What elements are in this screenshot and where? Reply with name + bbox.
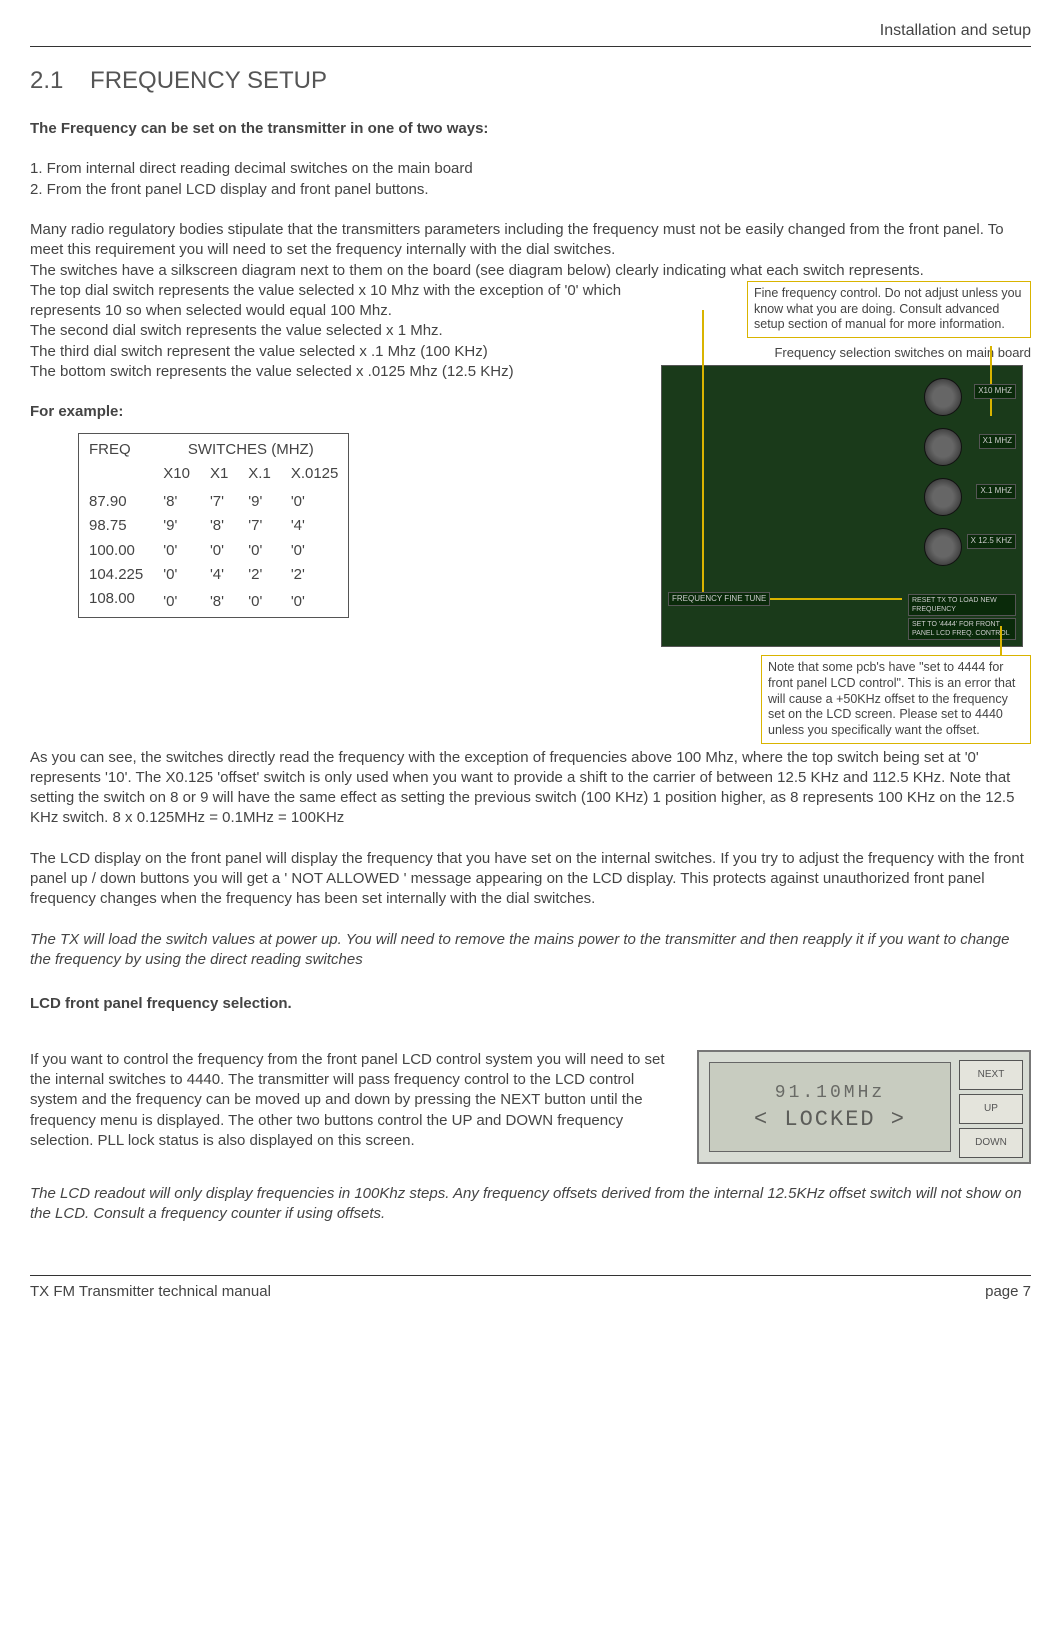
table-row: 87.90'8''7''9''0' [79,490,349,514]
lcd-screen: 91.10MHz < LOCKED > [709,1062,951,1152]
body2-note1: The TX will load the switch values at po… [30,930,1031,971]
intro-lead: The Frequency can be set on the transmit… [30,119,1031,139]
lcd-line2: < LOCKED > [710,1105,950,1135]
intro-item-1: 1. From internal direct reading decimal … [30,159,1031,179]
table-row: 104.225'0''4''2''2' [79,563,349,587]
cell: '0' [153,587,200,618]
callout-4444-error: Note that some pcb's have "set to 4444 f… [761,655,1031,743]
th-freq: FREQ [79,433,154,462]
lcd-line1: 91.10MHz [710,1081,950,1105]
sub-x01: X.1 [238,462,281,490]
cell-freq: 100.00 [79,539,154,563]
lcd-next-button[interactable]: NEXT [959,1060,1023,1090]
cell: '8' [200,587,238,618]
cell: '2' [238,563,281,587]
section-text: FREQUENCY SETUP [90,67,327,94]
cell-freq: 104.225 [79,563,154,587]
cell: '0' [281,587,349,618]
cell: '4' [281,514,349,538]
th-switches: SWITCHES (MHZ) [153,433,349,462]
cell: '0' [153,539,200,563]
lcd-image: 91.10MHz < LOCKED > NEXT UP DOWN [697,1050,1031,1164]
arrow-line-2 [990,346,992,416]
callout-switches-label: Frequency selection switches on main boa… [661,344,1031,362]
pcb-label-x0125: X 12.5 KHZ [967,534,1016,549]
pcb-label-finetune: FREQUENCY FINE TUNE [668,592,770,607]
arrow-line-1 [702,310,704,600]
pcb-dial-x01 [924,478,962,516]
pcb-dial-x1 [924,428,962,466]
callout-fine-freq: Fine frequency control. Do not adjust un… [747,281,1031,338]
cell-freq: 87.90 [79,490,154,514]
lcd-note: The LCD readout will only display freque… [30,1184,1031,1225]
footer-left: TX FM Transmitter technical manual [30,1282,271,1302]
lcd-down-button[interactable]: DOWN [959,1128,1023,1158]
cell: '9' [153,514,200,538]
body-p1: Many radio regulatory bodies stipulate t… [30,220,1031,261]
freq-table: FREQ SWITCHES (MHZ) X10 X1 X.1 X.0125 87… [78,433,349,619]
cell: '2' [281,563,349,587]
cell: '0' [200,539,238,563]
cell: '0' [153,563,200,587]
arrow-line-3 [1000,626,1002,656]
pcb-label-reset: RESET TX TO LOAD NEW FREQUENCY [908,594,1016,617]
intro-item-2: 2. From the front panel LCD display and … [30,180,1031,200]
cell: '0' [281,490,349,514]
cell: '9' [238,490,281,514]
section-number: 2.1 [30,67,63,94]
pcb-label-x10: X10 MHZ [974,384,1016,399]
table-row: 98.75'9''8''7''4' [79,514,349,538]
pcb-dial-x0125 [924,528,962,566]
cell-freq: 108.00 [79,587,154,618]
body2-p1: As you can see, the switches directly re… [30,748,1031,829]
lcd-section-heading: LCD front panel frequency selection. [30,994,1031,1014]
cell-freq: 98.75 [79,514,154,538]
cell: '7' [238,514,281,538]
sub-x1: X1 [200,462,238,490]
cell: '8' [200,514,238,538]
table-row: 108.00'0''8''0''0' [79,587,349,618]
sub-x10: X10 [153,462,200,490]
body2-p2: The LCD display on the front panel will … [30,849,1031,910]
pcb-label-x1: X1 MHZ [979,434,1016,449]
cell: '0' [238,587,281,618]
page-header-section: Installation and setup [30,20,1031,47]
pcb-image: X10 MHZ X1 MHZ X.1 MHZ X 12.5 KHZ FREQUE… [661,365,1023,647]
cell: '0' [238,539,281,563]
pcb-label-x01: X.1 MHZ [976,484,1016,499]
cell: '4' [200,563,238,587]
lcd-up-button[interactable]: UP [959,1094,1023,1124]
body-p2: The switches have a silkscreen diagram n… [30,261,1031,281]
sub-x0125: X.0125 [281,462,349,490]
section-title: 2.1 FREQUENCY SETUP [30,65,1031,97]
cell: '8' [153,490,200,514]
pcb-dial-x10 [924,378,962,416]
footer-right: page 7 [985,1282,1031,1302]
cell: '0' [281,539,349,563]
table-row: 100.00'0''0''0''0' [79,539,349,563]
cell: '7' [200,490,238,514]
page-footer: TX FM Transmitter technical manual page … [30,1275,1031,1302]
